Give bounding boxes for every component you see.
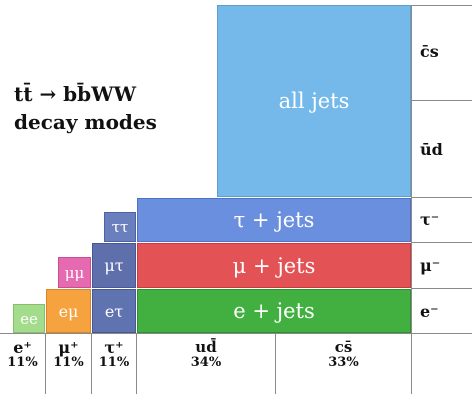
grid-line-top — [411, 5, 472, 6]
e-jets-block: e + jets — [137, 289, 411, 333]
bottom-label-e-name: e⁺ — [13, 338, 32, 357]
mutau-label: μτ — [104, 256, 124, 275]
grid-line-col-ud — [275, 333, 276, 394]
all-jets-block: all jets — [217, 5, 411, 197]
bottom-label-mu: μ⁺ 11% — [46, 338, 91, 371]
grid-line-col-tau — [136, 333, 137, 394]
diagram-title: tt̄ → bb̄WW decay modes — [14, 80, 157, 136]
grid-line-ud-tau — [411, 197, 472, 198]
grid-line-bottom — [0, 333, 472, 334]
emu-block: eμ — [46, 289, 91, 333]
right-label-tau: τ⁻ — [420, 210, 440, 229]
mutau-block: μτ — [92, 243, 136, 288]
bottom-label-tau: τ⁺ 11% — [92, 338, 136, 371]
tautau-block: ττ — [104, 212, 136, 242]
grid-line-mu-e — [411, 288, 472, 289]
bottom-label-tau-pct: 11% — [98, 355, 130, 370]
all-jets-label: all jets — [278, 89, 350, 113]
bottom-label-e: e⁺ 11% — [0, 338, 45, 371]
mumu-label: μμ — [64, 263, 85, 282]
right-label-ud: ūd — [420, 140, 443, 159]
bottom-label-tau-name: τ⁺ — [104, 338, 124, 357]
bottom-label-e-pct: 11% — [7, 355, 38, 370]
right-label-e: e⁻ — [420, 302, 439, 321]
grid-line-cs-ud — [411, 100, 472, 101]
title-line-1: tt̄ → bb̄WW — [14, 82, 137, 106]
bottom-label-mu-name: μ⁺ — [58, 338, 79, 357]
bottom-label-cs-pct: 33% — [328, 355, 359, 370]
grid-line-col-mu — [91, 333, 92, 394]
bottom-label-cs-name: cs̄ — [334, 338, 353, 356]
right-label-mu: μ⁻ — [420, 256, 441, 275]
mu-jets-block: μ + jets — [137, 243, 411, 288]
grid-line-tau-mu — [411, 242, 472, 243]
mumu-block: μμ — [58, 257, 91, 288]
etau-label: eτ — [104, 301, 124, 321]
right-label-cs: c̄s — [420, 42, 439, 61]
ee-block: ee — [13, 304, 45, 333]
grid-line-right — [411, 5, 412, 394]
bottom-label-cs: cs̄ 33% — [276, 338, 411, 371]
grid-line-col-e — [45, 333, 46, 394]
bottom-label-mu-pct: 11% — [53, 355, 84, 370]
e-jets-label: e + jets — [233, 299, 315, 323]
bottom-label-ud-pct: 34% — [190, 355, 222, 370]
bottom-label-ud: ud̄ 34% — [137, 338, 275, 371]
tautau-label: ττ — [111, 218, 129, 236]
title-line-2: decay modes — [14, 110, 157, 134]
emu-label: eμ — [58, 301, 79, 321]
tau-jets-label: τ + jets — [233, 208, 315, 232]
tau-jets-block: τ + jets — [137, 198, 411, 242]
bottom-label-ud-name: ud̄ — [195, 338, 217, 356]
mu-jets-label: μ + jets — [232, 253, 316, 278]
ee-label: ee — [20, 309, 38, 328]
etau-block: eτ — [92, 289, 136, 333]
